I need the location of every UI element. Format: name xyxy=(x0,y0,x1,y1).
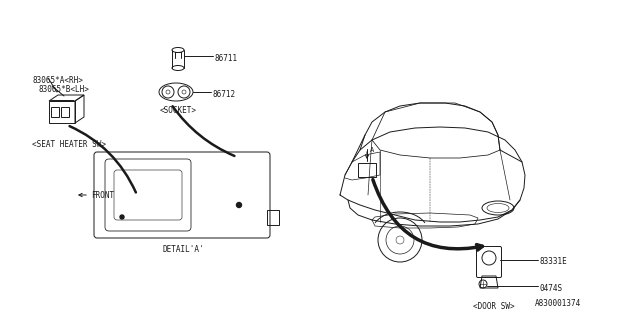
Text: A830001374: A830001374 xyxy=(535,299,581,308)
Text: <SOCKET>: <SOCKET> xyxy=(160,106,197,115)
Circle shape xyxy=(237,203,241,207)
FancyArrowPatch shape xyxy=(70,126,136,192)
Text: 0474S: 0474S xyxy=(540,284,563,293)
Text: <SEAT HEATER SW>: <SEAT HEATER SW> xyxy=(32,140,106,149)
Text: 83331E: 83331E xyxy=(540,257,568,266)
Text: 86711: 86711 xyxy=(214,54,237,63)
Text: 83065*A<RH>: 83065*A<RH> xyxy=(32,76,83,85)
Text: 83065*B<LH>: 83065*B<LH> xyxy=(38,85,89,94)
Circle shape xyxy=(120,215,124,219)
FancyArrowPatch shape xyxy=(373,180,483,250)
FancyArrowPatch shape xyxy=(173,106,234,156)
Text: 86712: 86712 xyxy=(212,90,235,99)
Text: <DOOR SW>: <DOOR SW> xyxy=(473,302,515,311)
Text: FRONT: FRONT xyxy=(91,191,114,200)
Text: DETAIL'A': DETAIL'A' xyxy=(162,245,204,254)
Text: A: A xyxy=(370,147,374,153)
